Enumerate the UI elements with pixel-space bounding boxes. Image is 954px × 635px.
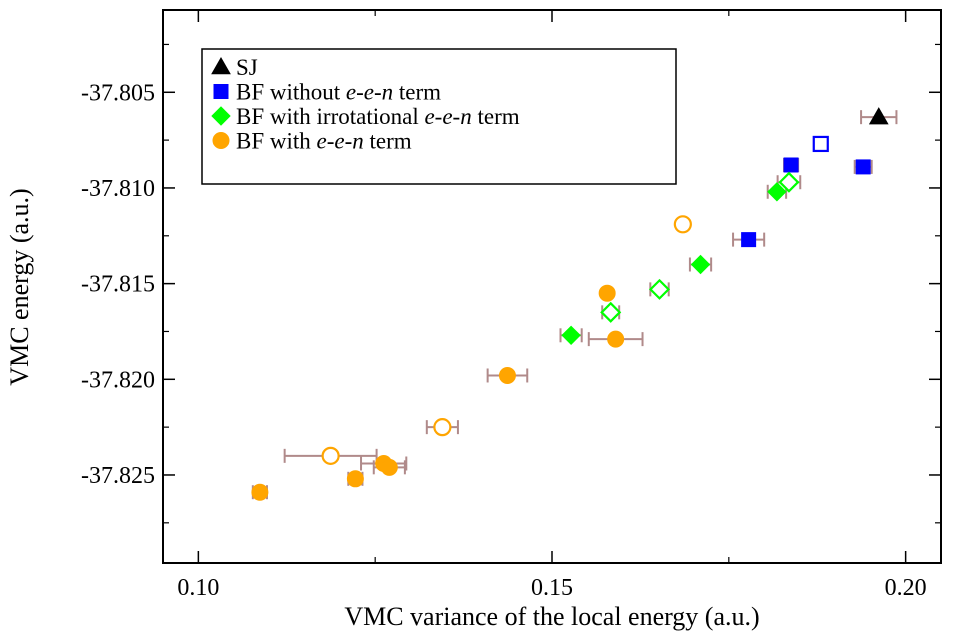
data-point (741, 232, 757, 248)
data-point (433, 418, 452, 437)
data-markers (251, 107, 889, 501)
data-point (380, 458, 398, 476)
legend-label-part: e-e-n (424, 104, 471, 129)
legend-label-part: term (364, 129, 412, 154)
data-point (648, 278, 671, 300)
legend-label: BF with e-e-n term (236, 129, 412, 154)
legend-label: SJ (236, 55, 258, 80)
data-point (778, 171, 800, 193)
y-tick-label: -37.825 (81, 463, 155, 489)
data-point (607, 330, 625, 348)
y-axis-label: VMC energy (a.u.) (5, 188, 34, 385)
legend-marker (211, 106, 231, 126)
legend-label-part: term (472, 104, 520, 129)
x-tick-label: 0.10 (177, 575, 219, 601)
data-point (673, 215, 692, 234)
y-tick-label: -37.815 (81, 272, 155, 298)
x-tick-label: 0.15 (531, 575, 573, 601)
data-point (346, 470, 364, 488)
data-point (598, 284, 616, 302)
legend-box (201, 48, 677, 185)
data-point (783, 157, 799, 173)
legend-label-part: BF with (236, 129, 317, 154)
y-tick-label: -37.820 (81, 367, 155, 393)
legend-marker (212, 132, 230, 149)
data-point (868, 107, 889, 125)
legend-label: BF without e-e-n term (236, 80, 441, 105)
y-tick-label: -37.810 (81, 176, 155, 202)
legend-label-part: BF without (236, 80, 346, 105)
x-tick-label: 0.20 (885, 575, 927, 601)
x-axis-label: VMC variance of the local energy (a.u.) (344, 602, 759, 631)
data-point (812, 135, 829, 153)
legend-label-part: term (393, 80, 441, 105)
legend-label: BF with irrotational e-e-n term (236, 104, 520, 129)
data-point (498, 366, 516, 384)
legend-label-part: BF with irrotational (236, 104, 424, 129)
data-point (251, 483, 269, 501)
y-tick-label: -37.805 (81, 80, 155, 106)
data-point (561, 325, 581, 346)
legend-label-part: e-e-n (317, 129, 364, 154)
data-point (321, 446, 340, 465)
data-point (690, 254, 711, 275)
axes: 0.10 0.15 0.20 -37.805 -37.810 -37.815 -37.820… (81, 10, 941, 601)
legend-marker (211, 56, 231, 75)
legend-label-part: SJ (236, 55, 258, 80)
legend-label-part: e-e-n (346, 80, 393, 105)
data-point (855, 159, 871, 175)
legend-marker (213, 84, 229, 99)
data-point (600, 301, 622, 323)
data-point (767, 182, 787, 202)
